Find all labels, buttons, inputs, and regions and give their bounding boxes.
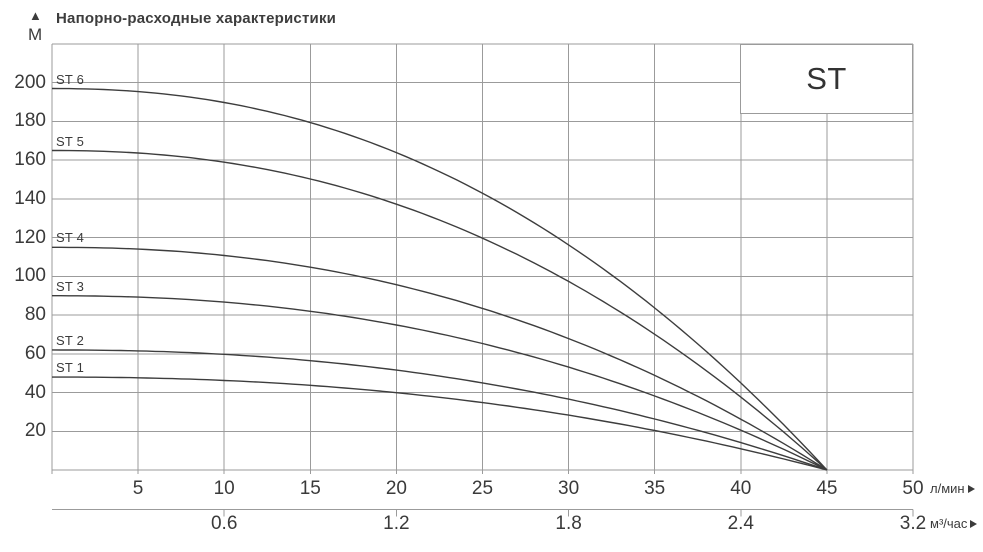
y-axis-tick-label: 140 xyxy=(14,187,46,209)
x-axis-tick-label: 15 xyxy=(299,478,321,499)
pump-curve xyxy=(52,149,828,471)
pump-curve xyxy=(52,376,828,471)
y-axis-unit-label: М xyxy=(28,25,43,44)
x-axis-tick-label: 20 xyxy=(385,478,407,499)
pump-curve xyxy=(52,295,828,471)
y-axis-tick-label: 200 xyxy=(14,71,46,93)
series-family-badge: ST xyxy=(740,44,913,114)
x2-axis-unit-text: м³/час xyxy=(930,516,968,531)
pump-curve xyxy=(51,349,828,471)
x-axis-unit-label: л/мин xyxy=(930,481,975,496)
x2-axis-tick-label: 2.4 xyxy=(727,513,754,534)
x2-axis-tick-label: 3.2 xyxy=(899,513,927,534)
x2-axis-unit-label: м³/час xyxy=(930,516,978,531)
curve-label: ST 5 xyxy=(56,133,85,149)
y-axis-tick-label: 120 xyxy=(14,226,46,248)
y-axis-tick-label: 80 xyxy=(24,304,46,326)
curve-label: ST 2 xyxy=(56,332,85,348)
y-axis-tick-label: 100 xyxy=(14,265,46,287)
curve-label: ST 4 xyxy=(56,230,85,246)
x-axis-tick-label: 5 xyxy=(132,478,144,499)
chart-title: Напорно-расходные характеристики xyxy=(56,10,337,27)
x2-axis-tick-label: 0.6 xyxy=(210,513,238,534)
y-axis-tick-label: 180 xyxy=(14,110,46,132)
series-family-label: ST xyxy=(806,61,847,96)
pump-curve xyxy=(51,87,828,471)
x2-axis-tick-label: 1.8 xyxy=(555,513,582,534)
x2-axis-tick-label: 1.2 xyxy=(383,513,410,534)
y-axis-tick-label: 40 xyxy=(24,381,46,403)
x2-axis-right-arrow-icon xyxy=(970,519,978,528)
x-axis-tick-label: 45 xyxy=(816,478,838,499)
pump-curve xyxy=(52,246,828,471)
x-axis-right-arrow-icon xyxy=(967,484,975,493)
curve-label: ST 1 xyxy=(56,360,85,376)
curve-label: ST 3 xyxy=(56,278,85,294)
x-axis-tick-label: 25 xyxy=(471,478,494,499)
x-axis-unit-text: л/мин xyxy=(930,481,965,496)
y-axis-tick-label: 60 xyxy=(24,342,46,364)
x-axis-tick-label: 50 xyxy=(902,478,924,499)
x-axis-tick-label: 40 xyxy=(730,478,752,499)
curve-label: ST 6 xyxy=(56,71,85,87)
y-axis-up-arrow-icon: ▲ xyxy=(29,8,42,23)
x-axis-tick-label: 35 xyxy=(644,478,666,499)
x-axis-tick-label: 30 xyxy=(558,478,580,499)
y-axis-tick-label: 20 xyxy=(24,420,46,442)
y-axis-tick-label: 160 xyxy=(14,149,46,171)
x-axis-tick-label: 10 xyxy=(213,478,235,499)
